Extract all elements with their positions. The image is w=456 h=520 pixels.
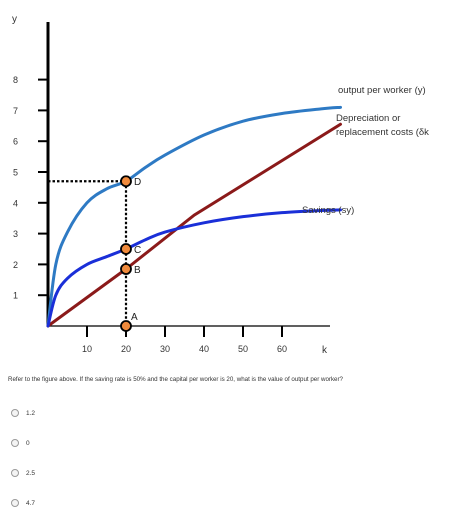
point-c-label: C xyxy=(134,245,141,256)
point-a-marker xyxy=(120,320,132,332)
y-tick-label: 4 xyxy=(13,198,18,208)
depreciation-label-line1: Depreciation or xyxy=(336,113,400,124)
output-curve-label: output per worker (y) xyxy=(338,85,426,96)
point-a-label: A xyxy=(131,312,138,323)
solow-chart: 1 2 3 4 5 6 7 8 10 20 30 40 50 60 D CB A y k output per… xyxy=(12,14,429,356)
labels: y k output per worker (y) Depreciation o… xyxy=(12,14,429,356)
answer-option-2[interactable]: 0 xyxy=(11,430,35,456)
curves xyxy=(46,105,342,328)
depreciation-label-line2: replacement costs (δk xyxy=(336,127,429,138)
y-tick-label: 1 xyxy=(13,291,18,301)
y-tick-label: 7 xyxy=(13,106,18,116)
radio-button[interactable] xyxy=(11,439,19,447)
radio-button[interactable] xyxy=(11,409,19,417)
depreciation-line xyxy=(46,122,342,328)
x-axis-label: k xyxy=(322,345,328,356)
x-tick-label: 40 xyxy=(199,344,209,354)
radio-button[interactable] xyxy=(11,469,19,477)
x-tick-label: 50 xyxy=(238,344,248,354)
answer-option-label: 0 xyxy=(26,439,30,447)
answer-option-3[interactable]: 2.5 xyxy=(11,460,35,486)
y-tick-label: 5 xyxy=(13,168,18,178)
point-d-label: D xyxy=(134,177,141,188)
points: D CB A xyxy=(120,175,141,332)
savings-curve-label: Savings (sy) xyxy=(302,205,354,216)
answer-option-label: 2.5 xyxy=(26,469,36,477)
y-tick-label: 8 xyxy=(13,75,18,85)
axes: 1 2 3 4 5 6 7 8 10 20 30 40 50 60 xyxy=(13,22,330,354)
x-tick-label: 30 xyxy=(160,344,170,354)
y-axis-label: y xyxy=(12,14,17,25)
y-tick-label: 6 xyxy=(13,137,18,147)
x-tick-label: 60 xyxy=(277,344,287,354)
point-c-marker xyxy=(120,243,132,255)
question-text: Refer to the figure above. If the saving… xyxy=(8,376,343,383)
answer-options: 1.2 0 2.5 4.7 xyxy=(11,400,35,520)
x-tick-label: 20 xyxy=(121,344,131,354)
answer-option-4[interactable]: 4.7 xyxy=(11,490,35,516)
point-b-marker xyxy=(120,263,132,275)
output-curve xyxy=(46,105,342,328)
answer-option-1[interactable]: 1.2 xyxy=(11,400,35,426)
y-tick-label: 3 xyxy=(13,229,18,239)
savings-curve xyxy=(46,208,342,328)
x-tick-label: 10 xyxy=(82,344,92,354)
answer-option-label: 1.2 xyxy=(26,409,36,417)
point-d-marker xyxy=(120,175,132,188)
radio-button[interactable] xyxy=(11,499,19,507)
y-tick-label: 2 xyxy=(13,260,18,270)
answer-option-label: 4.7 xyxy=(26,499,36,507)
point-b-label: B xyxy=(134,265,141,276)
